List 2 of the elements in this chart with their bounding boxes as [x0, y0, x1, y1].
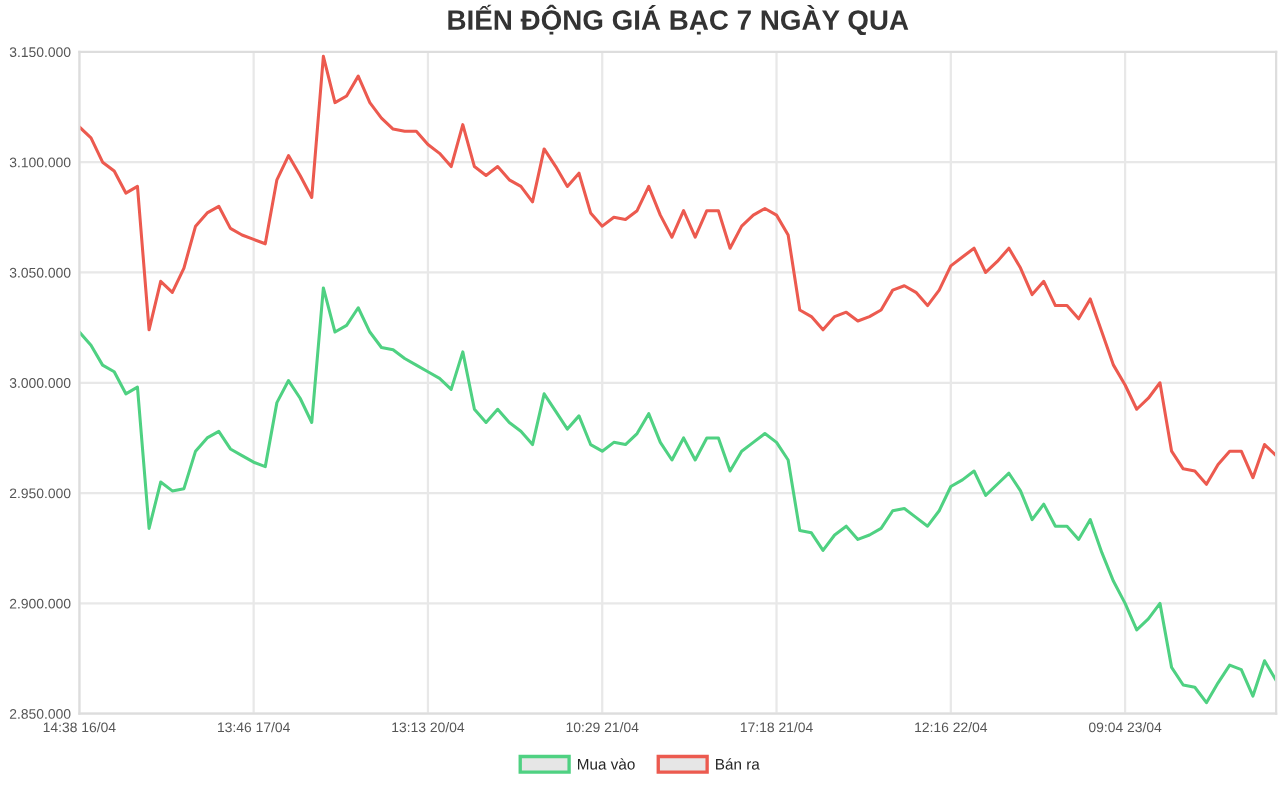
line-series	[79, 286, 1277, 705]
chart-title: BIẾN ĐỘNG GIÁ BẠC 7 NGÀY QUA	[448, 4, 909, 36]
